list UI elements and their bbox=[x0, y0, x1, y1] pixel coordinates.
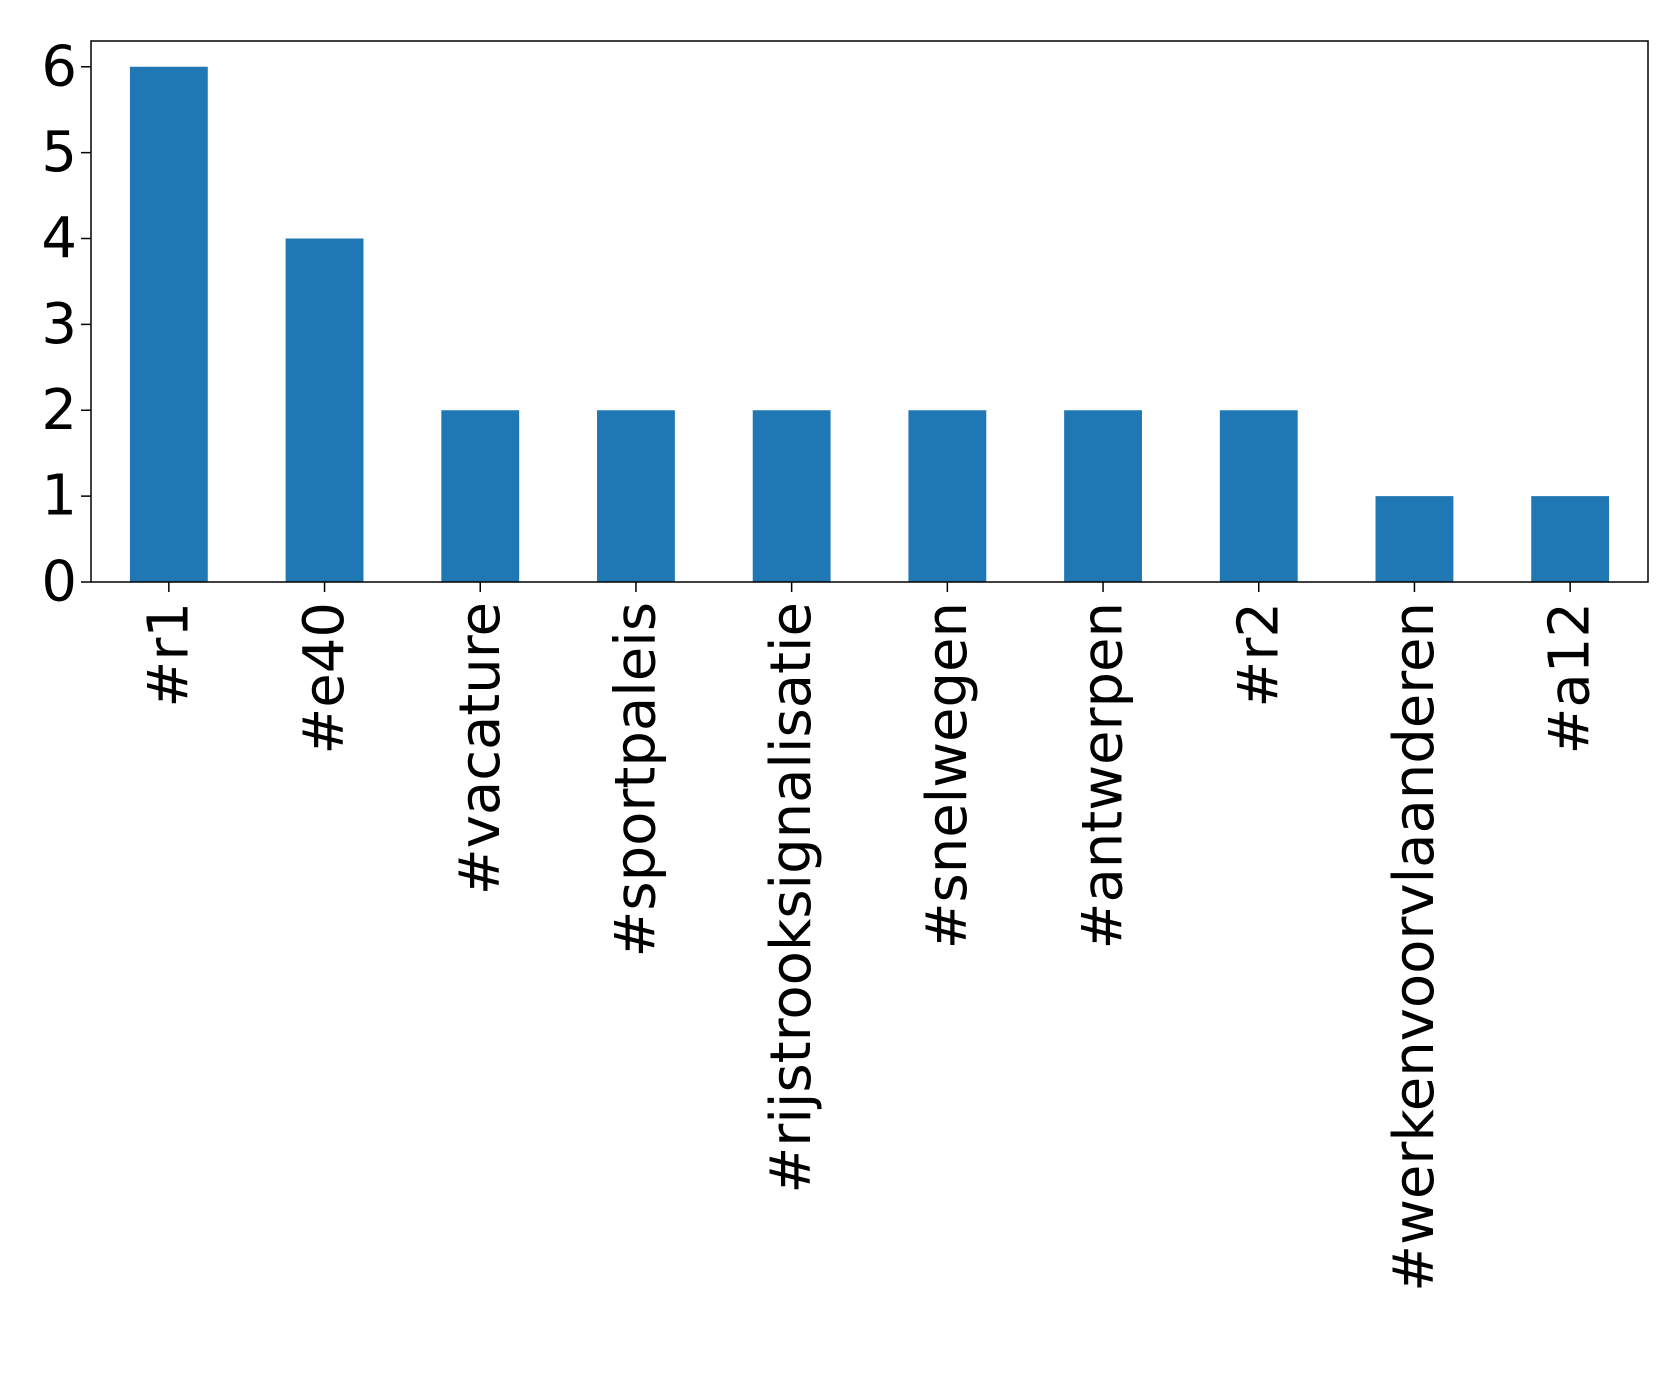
x-tick-label: #rijstrooksignalisatie bbox=[759, 602, 824, 1194]
x-tick-label: #antwerpen bbox=[1071, 602, 1136, 949]
plot-frame bbox=[90, 40, 1649, 583]
bar-r1 bbox=[129, 66, 208, 582]
bar-vacature bbox=[441, 410, 520, 582]
x-axis: #r1 #e40 #vacature #sportpaleis #rijstrooksi… bbox=[136, 582, 1603, 1292]
y-tick-label: 6 bbox=[41, 34, 77, 99]
y-tick-label: 2 bbox=[41, 378, 77, 443]
x-tick-label: #a12 bbox=[1538, 602, 1603, 755]
y-tick-label: 0 bbox=[41, 550, 77, 615]
bar-sportpaleis bbox=[597, 410, 675, 582]
bar-rijstrooksignalisatie bbox=[752, 410, 831, 582]
y-tick-label: 4 bbox=[41, 206, 77, 271]
bars bbox=[129, 66, 1610, 582]
bar-e40 bbox=[285, 238, 364, 582]
y-axis: 0 1 2 3 4 5 6 bbox=[41, 34, 91, 615]
bar-r2 bbox=[1219, 410, 1298, 582]
x-tick-label: #e40 bbox=[292, 602, 357, 755]
x-tick-label: #r1 bbox=[136, 602, 201, 708]
x-tick-label: #werkenvoorvlaanderen bbox=[1382, 602, 1447, 1292]
x-tick-label: #sportpaleis bbox=[603, 602, 668, 958]
x-tick-label: #r2 bbox=[1226, 602, 1291, 708]
y-tick-label: 1 bbox=[41, 464, 77, 529]
x-tick-label: #vacature bbox=[448, 602, 513, 895]
y-tick-label: 3 bbox=[41, 292, 77, 357]
x-tick-label: #snelwegen bbox=[915, 602, 980, 949]
bar-werkenvoorvlaanderen bbox=[1375, 496, 1454, 582]
bar-snelwegen bbox=[908, 410, 987, 582]
bar-antwerpen bbox=[1064, 410, 1142, 582]
y-tick-label: 5 bbox=[41, 120, 77, 185]
bar-a12 bbox=[1531, 496, 1610, 582]
